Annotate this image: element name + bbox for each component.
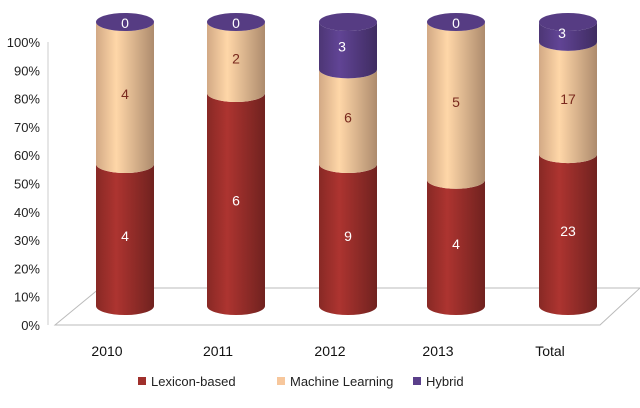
data-label: 0 — [232, 15, 240, 31]
legend-label: Lexicon-based — [151, 374, 236, 389]
data-label: 4 — [121, 86, 129, 102]
data-label: 4 — [452, 236, 460, 252]
bar-segment-lexicon-based — [319, 164, 377, 315]
y-tick-label: 30% — [14, 233, 40, 248]
data-label: 0 — [121, 15, 129, 31]
bar-segment-machine-learning — [427, 22, 485, 189]
data-label: 6 — [344, 110, 352, 126]
data-label: 5 — [452, 94, 460, 110]
bar-top-cap — [96, 13, 154, 31]
y-tick-label: 60% — [14, 148, 40, 163]
data-label: 3 — [338, 39, 346, 55]
data-label: 6 — [232, 193, 240, 209]
x-tick-label: 2012 — [314, 343, 345, 359]
bar-segment-hybrid — [319, 22, 377, 79]
legend-label: Hybrid — [426, 374, 464, 389]
data-label: 4 — [121, 228, 129, 244]
y-tick-label: 10% — [14, 290, 40, 305]
bar-segment-lexicon-based — [96, 164, 154, 315]
bar-top-cap — [207, 13, 265, 31]
bar-segment-lexicon-based — [539, 154, 597, 315]
bar-segment-machine-learning — [539, 41, 597, 164]
legend-swatch — [277, 377, 285, 385]
y-tick-label: 20% — [14, 261, 40, 276]
x-tick-label: 2013 — [422, 343, 453, 359]
x-tick-label: Total — [535, 343, 565, 359]
legend-item: Hybrid — [413, 374, 464, 389]
data-label: 0 — [452, 15, 460, 31]
y-tick-label: 90% — [14, 63, 40, 78]
data-label: 9 — [344, 228, 352, 244]
legend-label: Machine Learning — [290, 374, 393, 389]
bar-top-cap — [427, 13, 485, 31]
x-tick-label: 2011 — [203, 343, 233, 359]
y-tick-label: 50% — [14, 177, 40, 192]
legend-item: Lexicon-based — [138, 374, 236, 389]
data-label: 2 — [232, 51, 240, 67]
bar-segment-machine-learning — [96, 22, 154, 173]
bar-segment-lexicon-based — [207, 93, 265, 315]
y-tick-label: 40% — [14, 205, 40, 220]
x-tick-label: 2010 — [91, 343, 122, 359]
bar-top-cap — [539, 13, 597, 31]
data-label: 23 — [560, 223, 576, 239]
bar-segment-hybrid — [539, 22, 597, 51]
legend-item: Machine Learning — [277, 374, 393, 389]
legend-swatch — [138, 377, 146, 385]
y-tick-label: 0% — [21, 318, 40, 333]
bar-segment-machine-learning — [319, 69, 377, 173]
bar-segment-machine-learning — [207, 22, 265, 102]
data-label: 3 — [558, 25, 566, 41]
y-tick-label: 70% — [14, 120, 40, 135]
y-tick-label: 100% — [7, 35, 41, 50]
data-label: 17 — [560, 91, 576, 107]
bar-segment-lexicon-based — [427, 179, 485, 315]
legend-swatch — [413, 377, 421, 385]
y-tick-label: 80% — [14, 92, 40, 107]
bar-top-cap — [319, 13, 377, 31]
